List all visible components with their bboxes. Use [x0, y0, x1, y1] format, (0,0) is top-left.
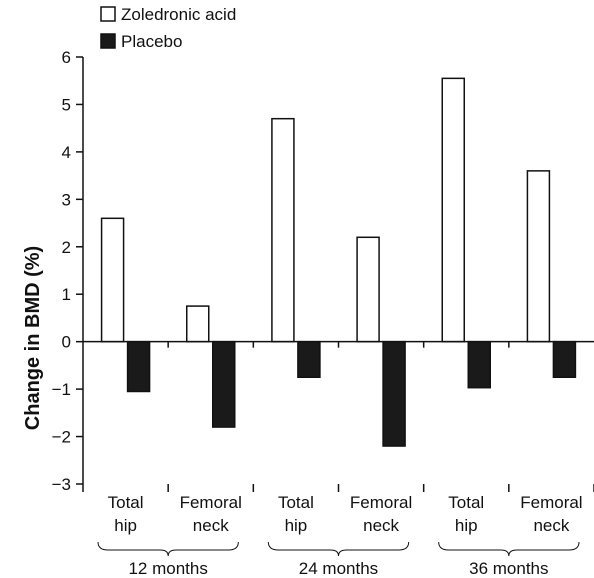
group-label: 12 months — [128, 559, 207, 578]
bar-placebo — [467, 340, 491, 389]
y-tick-label: −2 — [52, 428, 71, 447]
category-label-line2: neck — [533, 516, 569, 535]
legend-swatch-zoledronic — [100, 6, 116, 22]
bar-placebo — [382, 340, 406, 447]
legend-swatch-placebo — [100, 33, 116, 49]
y-tick-label: 6 — [62, 48, 71, 67]
y-tick-label: −1 — [52, 380, 71, 399]
group-brace — [267, 541, 410, 557]
legend: Zoledronic acid Placebo — [100, 5, 236, 51]
group-brace — [438, 541, 580, 557]
bars — [100, 77, 577, 447]
category-label-line1: Total — [108, 493, 144, 512]
category-labels: Total hip Femoral neck Total hip Femoral neck To… — [108, 493, 583, 535]
category-label-line1: Total — [278, 493, 314, 512]
bar-zoledronic — [100, 217, 125, 343]
legend-label-zoledronic: Zoledronic acid — [121, 5, 236, 24]
category-label-line1: Femoral — [350, 493, 412, 512]
bar-placebo — [552, 340, 577, 378]
y-tick-label: 3 — [62, 190, 71, 209]
category-label-line2: hip — [455, 516, 478, 535]
y-tick-label: 5 — [62, 95, 71, 114]
group-labels: 12 months 24 months 36 months — [97, 541, 580, 578]
y-tick-label: 1 — [62, 285, 71, 304]
bar-zoledronic — [441, 77, 465, 343]
y-tick-label: 4 — [62, 143, 71, 162]
bar-placebo — [126, 340, 151, 393]
bar-placebo — [297, 340, 321, 378]
group-brace — [97, 541, 239, 557]
bar-zoledronic — [526, 170, 551, 343]
category-label-line2: hip — [285, 516, 308, 535]
group-label: 24 months — [299, 559, 378, 578]
y-axis-title: Change in BMD (%) — [22, 246, 44, 430]
category-label-line1: Femoral — [180, 493, 242, 512]
category-label-line1: Femoral — [520, 493, 582, 512]
category-label-line1: Total — [448, 493, 484, 512]
bar-zoledronic — [356, 236, 380, 343]
x-axis — [82, 340, 594, 492]
category-label-line2: neck — [363, 516, 399, 535]
category-label-line2: neck — [193, 516, 229, 535]
bar-zoledronic — [186, 305, 210, 343]
y-axis: 6 5 4 3 2 1 0 −1 −2 −3 — [52, 48, 84, 494]
bar-zoledronic — [271, 117, 295, 343]
y-tick-label: 2 — [62, 238, 71, 257]
category-label-line2: hip — [114, 516, 137, 535]
y-tick-label: 0 — [62, 333, 71, 352]
y-tick-label: −3 — [52, 475, 71, 494]
group-label: 36 months — [469, 559, 548, 578]
legend-label-placebo: Placebo — [121, 32, 182, 51]
bar-placebo — [212, 340, 236, 428]
